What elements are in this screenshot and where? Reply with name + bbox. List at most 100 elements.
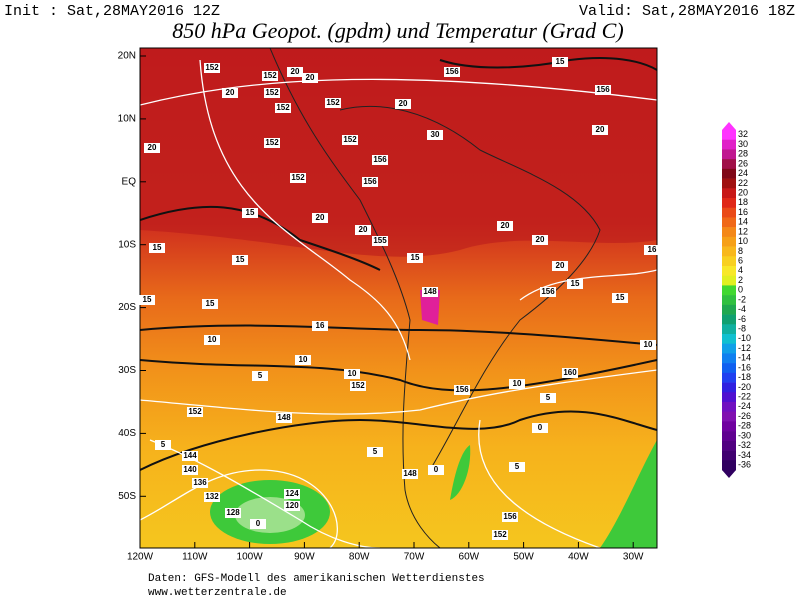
colorbar-label: 16 bbox=[738, 207, 748, 217]
contour-label: 144 bbox=[183, 451, 197, 460]
lat-label: 40S bbox=[118, 428, 136, 439]
contour-label-bg bbox=[592, 125, 608, 135]
contour-label-bg bbox=[454, 385, 470, 395]
contour-label: 152 bbox=[265, 88, 279, 97]
contour-label: 156 bbox=[363, 177, 377, 186]
contour-label: 15 bbox=[206, 299, 215, 308]
map-field bbox=[140, 48, 657, 548]
colorbar-swatch bbox=[722, 392, 736, 403]
contour-label: 155 bbox=[373, 236, 387, 245]
lat-label: 50S bbox=[118, 491, 136, 502]
contour-label-bg bbox=[149, 243, 165, 253]
cold-region bbox=[450, 445, 471, 500]
contour-label-bg bbox=[262, 71, 278, 81]
contour-label: 152 bbox=[205, 63, 219, 72]
contour-label-bg bbox=[192, 478, 208, 488]
contour-label-bg bbox=[187, 407, 203, 417]
contour-label: 124 bbox=[285, 489, 299, 498]
init-time: Init : Sat,28MAY2016 12Z bbox=[4, 3, 220, 20]
colorbar-swatch bbox=[722, 285, 736, 296]
contour-label-bg bbox=[362, 177, 378, 187]
contour-label: 15 bbox=[143, 295, 152, 304]
contour-label: 152 bbox=[351, 381, 365, 390]
contour-label-bg bbox=[182, 451, 198, 461]
contour-label-bg bbox=[509, 379, 525, 389]
contour-label: 16 bbox=[316, 321, 325, 330]
contour-label: 156 bbox=[541, 287, 555, 296]
lon-label: 90W bbox=[294, 552, 315, 563]
colorbar-label: -10 bbox=[738, 333, 751, 343]
contour-label-bg bbox=[276, 413, 292, 423]
contour-label: 16 bbox=[648, 245, 657, 254]
contour-label-bg bbox=[407, 253, 423, 263]
colorbar-label: 2 bbox=[738, 275, 743, 285]
contour-label-bg bbox=[302, 73, 318, 83]
contour-label-bg bbox=[242, 208, 258, 218]
lon-label: 70W bbox=[404, 552, 425, 563]
coastlines bbox=[269, 48, 601, 548]
contour-label-bg bbox=[640, 340, 656, 350]
colorbar-label: 28 bbox=[738, 149, 748, 159]
contour-label: 10 bbox=[299, 355, 308, 364]
lat-label: 20N bbox=[118, 51, 136, 62]
contour-label: 0 bbox=[538, 423, 543, 432]
contour-label: 15 bbox=[571, 279, 580, 288]
contour-label-bg bbox=[264, 138, 280, 148]
colorbar-label: -30 bbox=[738, 430, 751, 440]
contour-label-bg bbox=[428, 465, 444, 475]
contour-label-bg bbox=[204, 63, 220, 73]
colorbar-swatch bbox=[722, 130, 736, 141]
contour-label-bg bbox=[492, 530, 508, 540]
contour-label: 5 bbox=[546, 393, 551, 402]
contour-label-bg bbox=[372, 236, 388, 246]
colorbar-swatch bbox=[722, 334, 736, 345]
lon-label: 100W bbox=[237, 552, 264, 563]
colorbar-label: -22 bbox=[738, 392, 751, 402]
colorbar-swatch bbox=[722, 372, 736, 383]
colorbar-swatch bbox=[722, 295, 736, 306]
contour-label-bg bbox=[290, 173, 306, 183]
lon-label: 50W bbox=[513, 552, 534, 563]
cold-region bbox=[600, 440, 657, 548]
colorbar-swatch bbox=[722, 159, 736, 170]
contour-label-bg bbox=[325, 98, 341, 108]
contour-label: 5 bbox=[161, 440, 166, 449]
colorbar-label: -16 bbox=[738, 362, 751, 372]
contour-label: 148 bbox=[423, 287, 437, 296]
colorbar-swatch bbox=[722, 421, 736, 432]
colorbar-swatch bbox=[722, 266, 736, 277]
colorbar-swatch bbox=[722, 460, 736, 471]
colorbar-swatch bbox=[722, 304, 736, 315]
contour-label: 10 bbox=[208, 335, 217, 344]
colorbar-swatch bbox=[722, 411, 736, 422]
colorbar-label: 24 bbox=[738, 168, 748, 178]
contour-label: 20 bbox=[306, 73, 315, 82]
contour-label-bg bbox=[644, 245, 660, 255]
contour-label: 132 bbox=[205, 492, 219, 501]
contour-label-bg bbox=[182, 465, 198, 475]
contour-label: 156 bbox=[373, 155, 387, 164]
contour-label-bg bbox=[372, 155, 388, 165]
contour-label: 152 bbox=[265, 138, 279, 147]
contour-label-bg bbox=[252, 371, 268, 381]
lon-label: 40W bbox=[568, 552, 589, 563]
contour-label: 20 bbox=[291, 67, 300, 76]
contour-label: 160 bbox=[563, 368, 577, 377]
colorbar-swatch bbox=[722, 168, 736, 179]
contour-label: 20 bbox=[399, 99, 408, 108]
contour-label-bg bbox=[312, 321, 328, 331]
contour-label: 10 bbox=[644, 340, 653, 349]
colorbar-swatch bbox=[722, 353, 736, 364]
colorbar-label: 4 bbox=[738, 265, 743, 275]
contour-label: 20 bbox=[226, 88, 235, 97]
contour-label-bg bbox=[497, 221, 513, 231]
contour-label-bg bbox=[532, 235, 548, 245]
colorbar-label: -26 bbox=[738, 411, 751, 421]
colorbar-label: -8 bbox=[738, 324, 746, 334]
contour-label-bg bbox=[144, 143, 160, 153]
contour-label-bg bbox=[562, 368, 578, 378]
contour-label: 5 bbox=[515, 462, 520, 471]
colorbar-swatch bbox=[722, 363, 736, 374]
contour-label-bg bbox=[202, 299, 218, 309]
colorbar-swatch bbox=[722, 198, 736, 209]
